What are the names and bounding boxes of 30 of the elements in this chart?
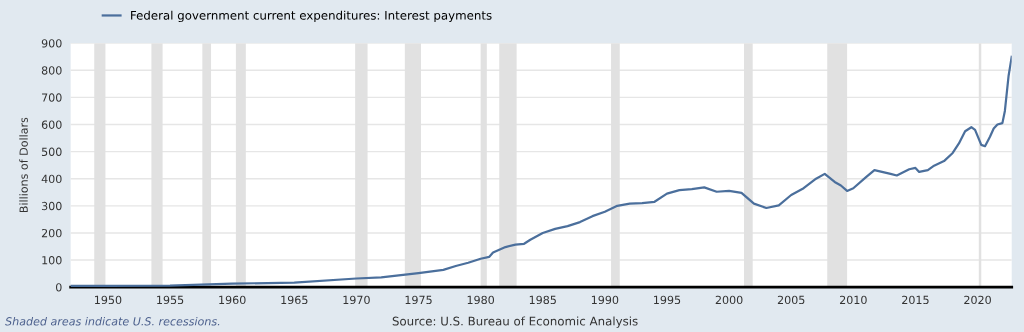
legend-label: Federal government current expenditures: Interest payments	[131, 10, 492, 23]
x-tick-label: 1985	[529, 295, 556, 305]
x-tick-label: 1980	[467, 295, 495, 305]
x-tick-label: 2005	[777, 295, 805, 305]
x-tick-label: 1955	[157, 295, 184, 305]
x-tick-label: 1960	[219, 295, 246, 305]
x-tick-label: 1990	[591, 295, 619, 305]
y-axis-title: Billions of Dollars	[19, 117, 28, 213]
y-tick-label: 900	[41, 39, 62, 48]
y-tick-label: 300	[41, 201, 62, 211]
x-tick-label: 1995	[654, 295, 681, 305]
x-tick-label: 1950	[95, 295, 122, 305]
x-tick-label: 2010	[839, 295, 867, 305]
y-tick-label: 500	[41, 147, 62, 156]
x-tick-label: 1965	[281, 295, 308, 305]
x-tick-label: 2015	[902, 295, 929, 305]
source-note: Source: U.S. Bureau of Economic Analysis	[392, 316, 638, 328]
x-tick-label: 2020	[964, 295, 991, 305]
text: Shaded areas indicate U.S. recessions.	[5, 316, 220, 326]
y-tick-label: 0	[55, 283, 62, 292]
x-tick-label: 2000	[715, 295, 743, 305]
y-tick-label: 600	[41, 120, 62, 129]
x-tick-label: 1970	[343, 295, 370, 305]
x-tick-label: 1975	[405, 295, 432, 305]
y-tick-label: 400	[41, 174, 62, 184]
line-series	[70, 55, 1012, 287]
y-tick-label: 700	[42, 93, 62, 102]
y-tick-label: 100	[42, 256, 62, 265]
y-tick-label: 200	[41, 228, 62, 238]
y-tick-label: 800	[41, 66, 62, 75]
